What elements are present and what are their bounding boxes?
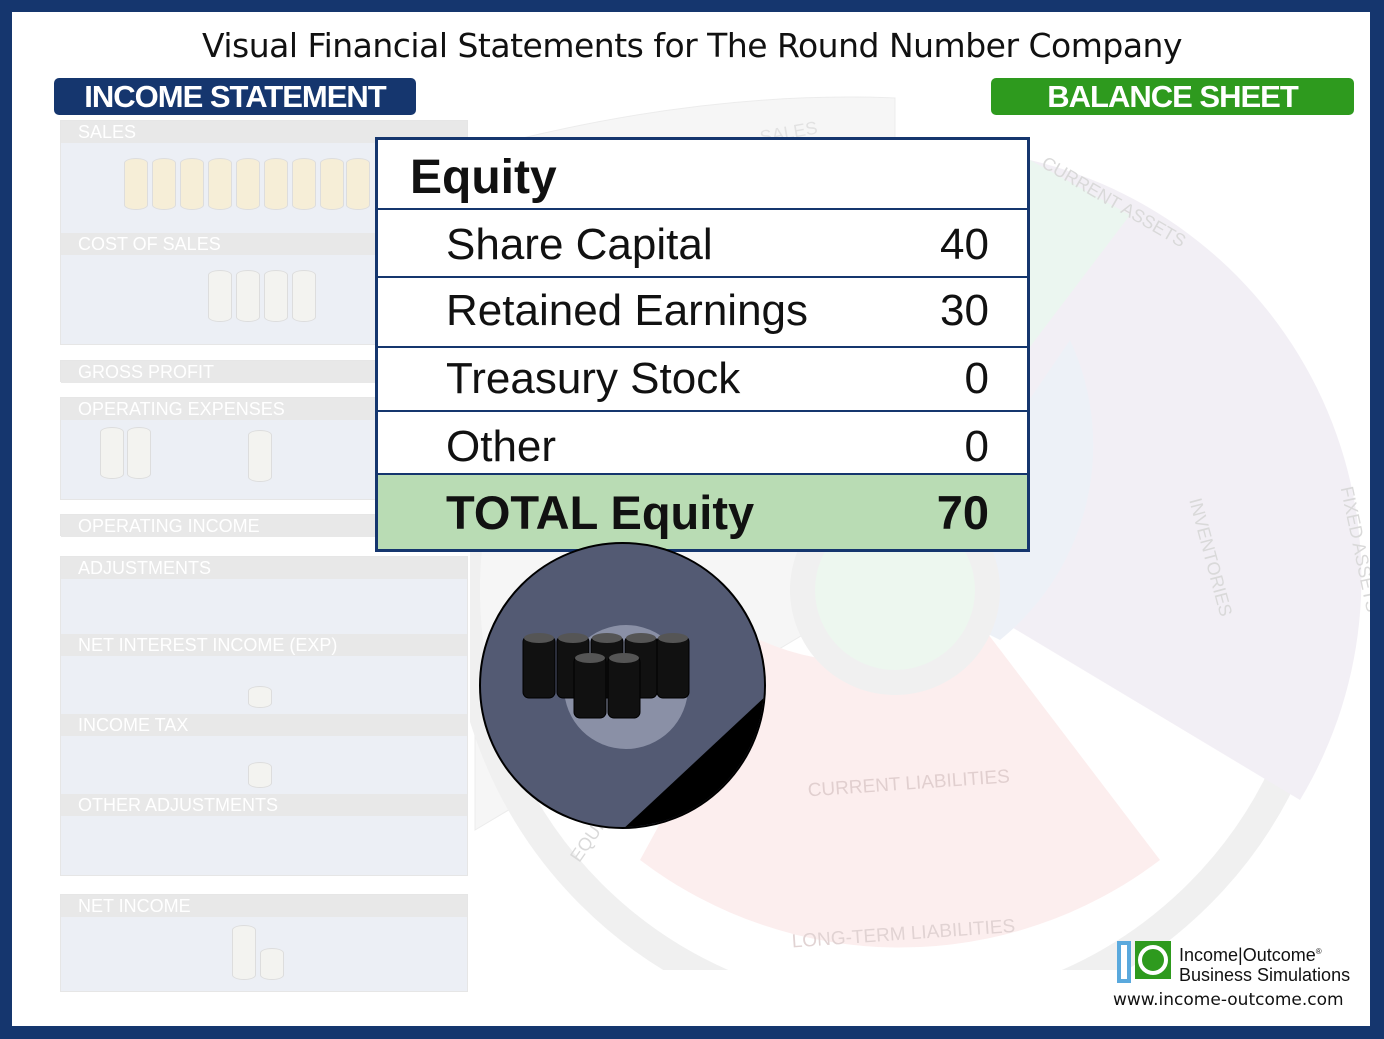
logo-line2: Business Simulations xyxy=(1179,965,1351,985)
adjustments-box: ADJUSTMENTS NET INTEREST INCOME (EXP) IN… xyxy=(60,556,468,876)
equity-zoom-circle xyxy=(479,542,766,829)
io-logo-icon xyxy=(1117,941,1171,983)
operating-income-box: OPERATING INCOME xyxy=(60,514,468,537)
fixed-assets-segment xyxy=(1000,160,1362,800)
income-statement-header[interactable]: INCOME STATEMENT xyxy=(54,78,416,115)
gross-profit-box: GROSS PROFIT xyxy=(60,360,468,383)
equity-table: Equity Share Capital 40 Retained Earnings… xyxy=(375,137,1030,552)
table-row: Treasury Stock 0 xyxy=(378,346,1027,410)
equity-cylinders-icon xyxy=(522,625,764,827)
liabilities-segment xyxy=(640,630,1160,948)
page-title: Visual Financial Statements for The Roun… xyxy=(201,26,1183,65)
logo-line1: Income|Outcome xyxy=(1179,945,1316,965)
table-row: Share Capital 40 xyxy=(378,208,1027,276)
website-link[interactable]: www.income-outcome.com xyxy=(1113,990,1344,1010)
table-row: Retained Earnings 30 xyxy=(378,276,1027,346)
balance-sheet-header[interactable]: BALANCE SHEET xyxy=(991,78,1354,115)
table-row: Other 0 xyxy=(378,410,1027,473)
equity-title: Equity xyxy=(410,151,557,204)
total-equity-row: TOTAL Equity 70 xyxy=(378,473,1027,549)
